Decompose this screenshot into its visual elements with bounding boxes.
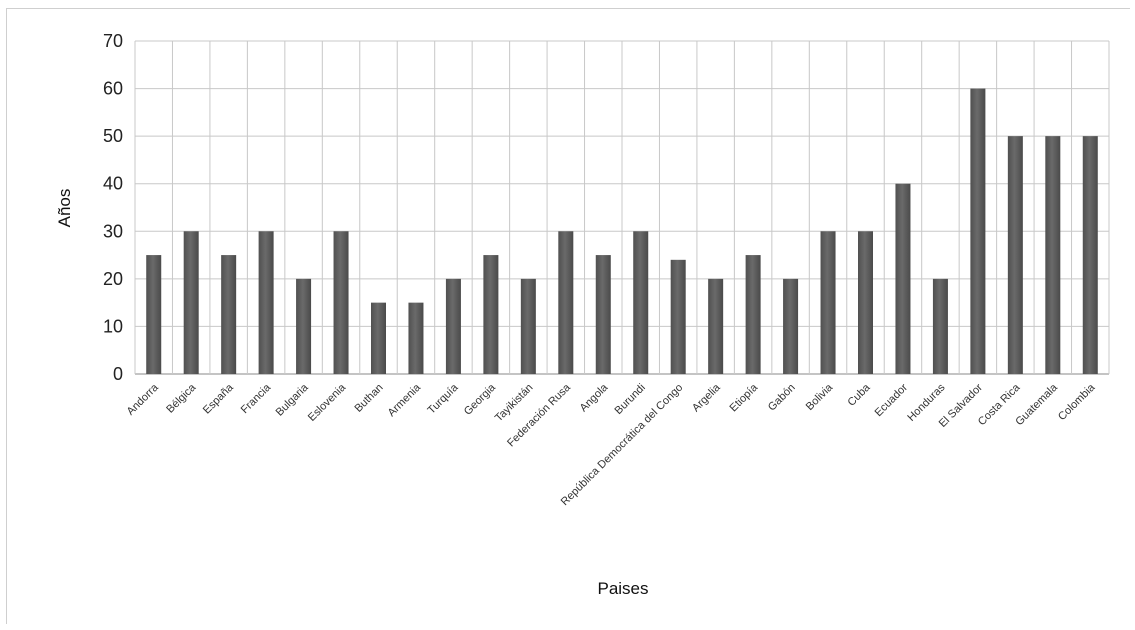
- y-axis-title: Años: [55, 189, 74, 228]
- x-tick-label: Gabón: [766, 382, 798, 414]
- grid-lines: [134, 40, 1110, 375]
- bar-colombia: [1082, 136, 1098, 374]
- x-tick-label: Guatemala: [1013, 381, 1060, 428]
- x-tick-label: Argelia: [690, 381, 723, 414]
- x-tick-label: Andorra: [125, 381, 162, 418]
- bar-bolivia: [820, 231, 836, 374]
- x-tick-label: Cuba: [846, 381, 874, 409]
- bar-angola: [595, 255, 611, 374]
- bar-turquía: [445, 278, 461, 374]
- x-tick-label: Etiopía: [728, 381, 761, 414]
- chart-frame: [6, 8, 1130, 624]
- y-tick-label: 40: [103, 174, 123, 194]
- x-tick-labels: Andorra Bélgica España Francia BulgariaEslov…: [125, 381, 1098, 508]
- bar-tayikistán: [520, 278, 536, 374]
- x-tick-label: Bélgica: [164, 381, 199, 416]
- x-tick-label: España: [201, 381, 236, 416]
- x-tick-label: Georgia: [462, 381, 499, 418]
- bar-bulgaria: [296, 278, 312, 374]
- x-tick-label: Colombia: [1056, 381, 1098, 423]
- x-tick-label: Angola: [578, 381, 611, 414]
- y-tick-label: 30: [103, 221, 123, 241]
- bar-francia: [258, 231, 274, 374]
- bar-armenia: [408, 302, 424, 374]
- x-tick-label: Francia: [239, 381, 274, 416]
- bar-el-salvador: [970, 88, 986, 375]
- bar-cuba: [858, 231, 873, 374]
- y-tick-label: 60: [103, 79, 123, 99]
- bars: [146, 88, 1098, 375]
- x-tick-label: Bulgaria: [274, 381, 312, 419]
- x-tick-label: Buthan: [352, 382, 385, 415]
- x-tick-label: Turquía: [426, 381, 462, 417]
- y-tick-label: 70: [103, 31, 123, 51]
- x-tick-label: Federación Rusa: [505, 381, 573, 449]
- bar-ecuador: [895, 183, 911, 374]
- x-tick-label: Bolivia: [804, 381, 836, 413]
- bar-eslovenia: [333, 231, 349, 374]
- y-tick-label: 20: [103, 269, 123, 289]
- bar-federación-rusa: [558, 231, 574, 374]
- bar-bélgica: [183, 231, 199, 374]
- x-tick-label: Ecuador: [873, 381, 911, 419]
- y-tick-label: 10: [103, 316, 123, 336]
- bar-buthan: [371, 302, 386, 374]
- bar-georgia: [483, 255, 499, 374]
- x-tick-label: Armenia: [386, 381, 424, 419]
- bar-república-democrática-del-congo: [670, 259, 686, 374]
- y-tick-label: 50: [103, 126, 123, 146]
- bar-españa: [221, 255, 237, 374]
- bar-andorra: [146, 255, 162, 374]
- bar-gabón: [783, 278, 799, 374]
- x-tick-label: Burundi: [613, 382, 648, 417]
- x-axis-title: Paises: [597, 579, 648, 598]
- bar-argelia: [708, 278, 724, 374]
- bar-honduras: [932, 278, 948, 374]
- bar-burundi: [633, 231, 649, 374]
- bar-guatemala: [1045, 136, 1061, 374]
- bar-costa-rica: [1007, 136, 1023, 374]
- bar-etiopía: [745, 255, 761, 374]
- y-tick-label: 0: [113, 364, 123, 384]
- x-tick-label: Eslovenia: [306, 381, 349, 424]
- y-tick-labels: 0 10 20 30 40 50 60 70: [103, 31, 123, 384]
